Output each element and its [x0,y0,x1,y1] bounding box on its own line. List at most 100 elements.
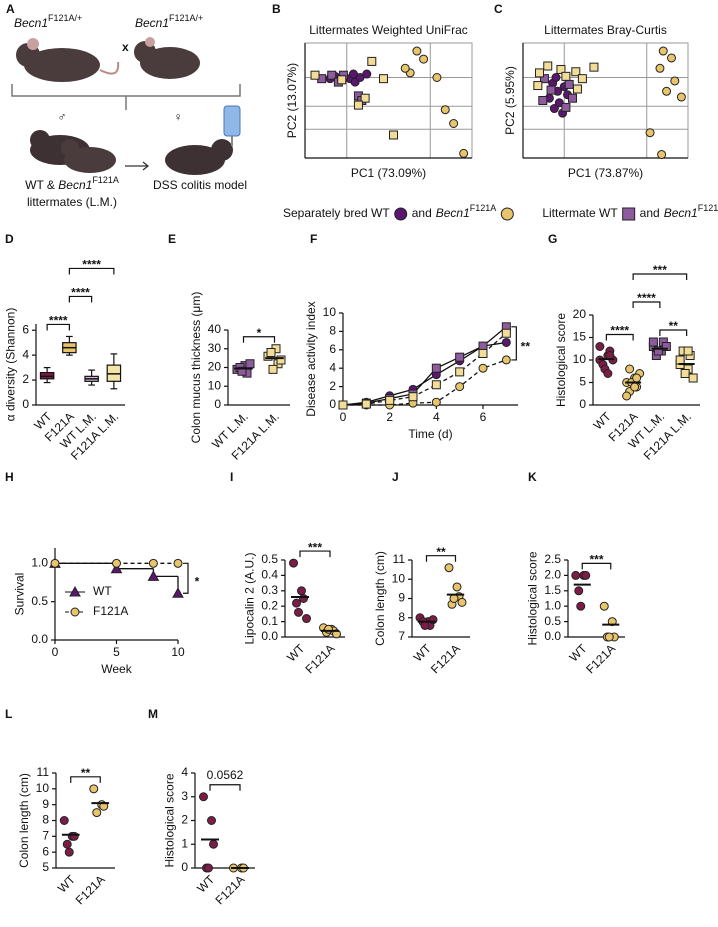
chart-title: Littermates Bray-Curtis [544,23,667,37]
y-tick-label: 6 [22,322,29,336]
marker [581,570,591,580]
arrow [125,161,150,171]
marker [299,594,308,603]
marker [688,373,698,383]
y-tick-label: 1.5 [544,583,561,597]
marker [455,367,465,377]
allele: F121A/+ [48,13,82,23]
marker [657,150,667,160]
marker [501,337,511,347]
x-tick-label: WT [284,641,308,665]
marker [574,586,584,596]
marker [294,607,303,617]
marker [289,558,298,568]
significance-label: ** [669,319,679,333]
marker [603,369,613,378]
allele: F121A [470,203,497,213]
marker [419,54,429,64]
x-tick-label: 0 [52,645,59,659]
marker [408,392,418,402]
x-tick-label: WT [567,641,591,665]
y-tick-label: 4 [22,347,29,361]
y-axis-label: Histological score [554,313,568,407]
marker [539,74,549,84]
y-tick-label: 2 [181,813,188,827]
significance-label: **** [637,291,656,305]
marker [546,85,556,95]
marker [209,839,218,849]
significance-label: **** [610,324,629,338]
marker [147,570,160,581]
y-tick-label: 0.2 [261,598,278,612]
marker [595,342,605,351]
marker [268,364,278,374]
marker [622,391,632,401]
marker [478,363,488,373]
marker [62,839,72,849]
gene: Becn1 [664,206,698,220]
y-tick-label: 1.0 [31,556,48,570]
y-tick-label: 8 [42,813,49,827]
marker [348,69,358,79]
legend-label: Littermate WT [542,206,618,220]
marker [457,597,467,607]
y-axis-label: Survival [12,573,26,616]
significance-bracket [632,301,661,308]
significance-label: * [195,574,200,588]
marker [431,397,441,407]
parent-label: Becn1F121A/+ [135,13,203,30]
x-tick-label: F121A [428,641,463,676]
marker [675,355,685,365]
x-axis-label: Time (d) [408,427,452,441]
marker [572,84,582,94]
mouse [145,37,155,47]
legend-marker [622,207,636,221]
mouse [61,139,79,157]
marker [389,130,399,140]
marker [50,558,60,568]
marker [310,70,320,80]
y-tick-label: 10 [208,378,222,392]
legend-marker [70,607,80,617]
panel-label: A [6,2,15,16]
y-tick-label: 0.3 [261,583,278,597]
x-tick-label: 4 [433,410,440,424]
x-tick-label: 2 [386,410,393,424]
x-tick-label: 0 [340,410,347,424]
significance-label: **** [49,314,68,328]
x-tick-label: F121A [73,872,108,907]
y-tick-label: 10 [36,781,50,795]
marker [338,400,348,410]
y-axis-label: Lipocalin 2 (A.U.) [242,552,256,644]
marker [362,69,372,79]
y-tick-label: 20 [208,360,222,374]
legend-marker [394,207,408,221]
y-axis-label: Colon length (cm) [17,773,31,868]
y-tick-label: 11 [37,765,50,779]
panel-label: G [548,232,557,246]
marker [577,74,587,84]
significance-bracket [299,550,331,558]
marker [549,104,559,114]
gene: Becn1 [14,16,48,30]
marker [92,808,102,818]
marker [632,373,642,383]
allele: F121A/+ [169,13,203,23]
significance-bracket [68,295,93,303]
x-tick-label: F121A [583,641,618,676]
model-label: DSS colitis model [153,178,247,192]
y-axis-label: Colon mucus thickness (μm) [189,292,203,444]
marker [420,620,430,630]
marker [245,359,255,369]
significance-bracket [70,776,101,783]
x-axis-label: PC1 (73.09%) [351,166,426,180]
y-tick-label: 2 [22,372,29,386]
label: Separately bred WT [283,206,390,220]
marker [599,601,609,611]
legend-label: Becn1F121A [664,203,718,220]
significance-label: ** [436,545,446,559]
significance-label: 0.0562 [207,768,244,782]
marker [538,96,548,105]
marker [172,587,184,598]
